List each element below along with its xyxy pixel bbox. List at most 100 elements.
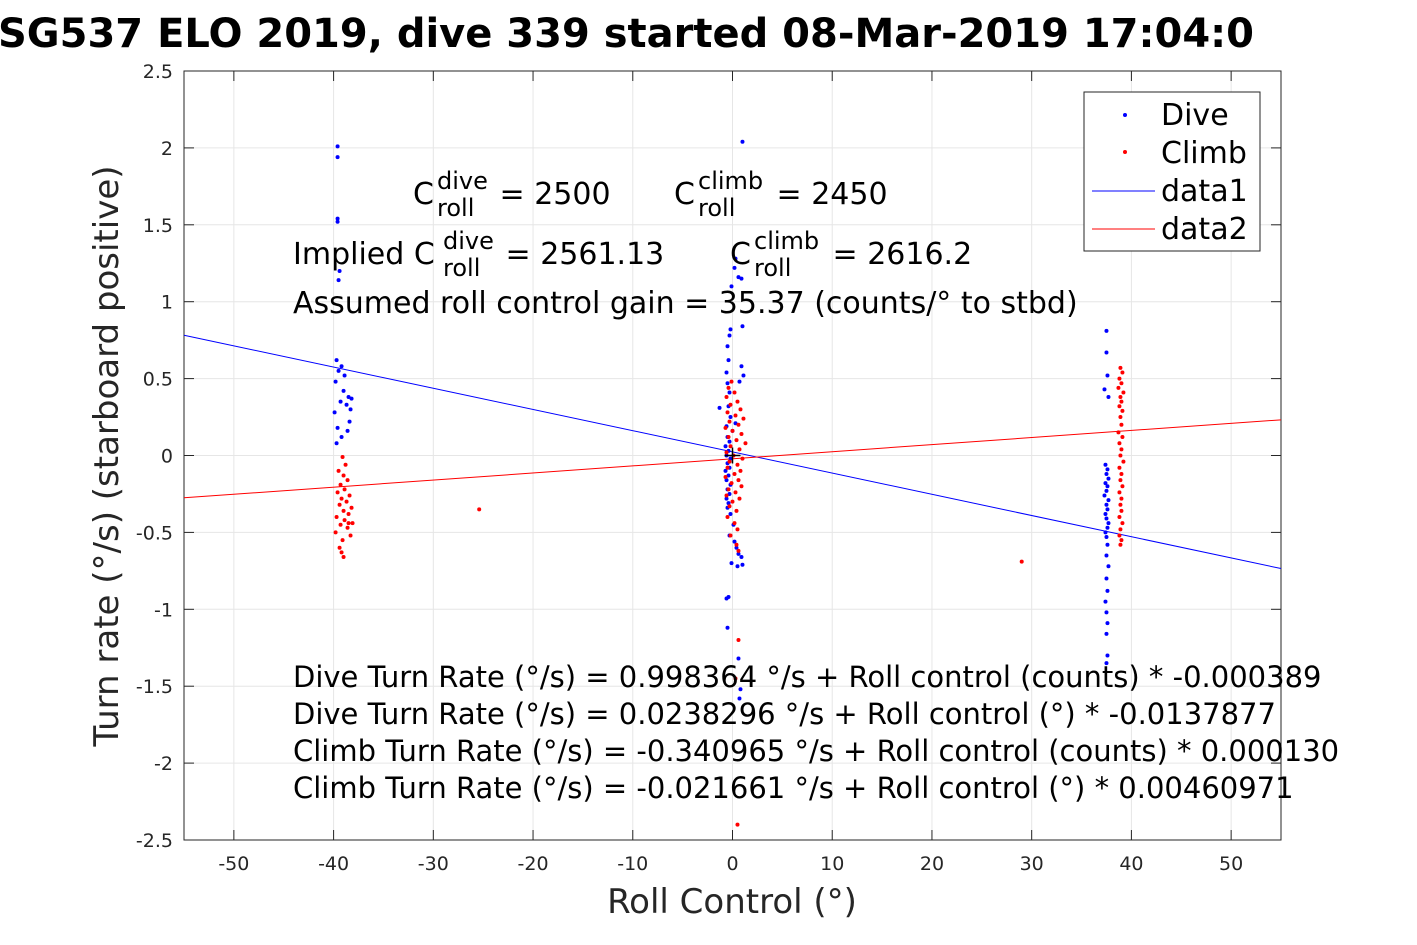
implied-prefix: Implied C	[293, 237, 435, 272]
dive-point	[1105, 588, 1110, 593]
dive-point	[1106, 498, 1111, 503]
dive-point	[1104, 661, 1109, 666]
axis-ticks	[184, 70, 1281, 841]
dive-point	[1104, 631, 1109, 636]
x-tick-label: 0	[726, 853, 738, 875]
dive-point	[726, 594, 731, 599]
y-tick-label: -1	[154, 599, 173, 621]
dive-point	[728, 415, 733, 420]
c-climb-value: = 2450	[767, 177, 888, 212]
dive-point	[739, 364, 744, 369]
dive-point	[334, 358, 339, 363]
climb-point	[342, 518, 347, 523]
climb-point	[338, 522, 343, 527]
climb-point	[339, 496, 344, 501]
climb-point	[1119, 447, 1124, 452]
climb-point	[1118, 478, 1123, 483]
climb-point	[1119, 496, 1124, 501]
dive-point	[734, 545, 739, 550]
climb-point	[726, 435, 731, 440]
climb-point	[740, 456, 745, 461]
y-tick-label: 1	[161, 292, 173, 314]
climb-point	[739, 484, 744, 489]
climb-point	[337, 545, 342, 550]
dive-point	[736, 551, 741, 556]
dive-point	[1105, 484, 1110, 489]
climb-point	[735, 527, 740, 532]
climb-point	[1119, 538, 1124, 543]
fit-line-2: Climb Turn Rate (°/s) = -0.340965 °/s + …	[293, 734, 1339, 768]
dive-point	[339, 364, 344, 369]
dive-point	[1106, 476, 1111, 481]
gain-annotation: Assumed roll control gain = 35.37 (count…	[293, 286, 1078, 321]
x-tick-label: 10	[820, 853, 844, 875]
dive-point	[342, 373, 347, 378]
climb-point	[723, 425, 728, 430]
climb-point	[737, 447, 742, 452]
climb-point	[725, 465, 730, 470]
climb-point	[350, 521, 355, 526]
climb-point	[335, 490, 340, 495]
x-tick-label: -40	[318, 853, 349, 875]
climb-point	[732, 390, 737, 395]
dive-point	[336, 278, 341, 283]
dive-point	[344, 402, 349, 407]
x-tick-label: -10	[617, 853, 648, 875]
dive-point	[1106, 521, 1111, 526]
legend-label-data2: data2	[1161, 212, 1248, 247]
climb-point	[730, 428, 735, 433]
dive-point	[345, 428, 350, 433]
data-points	[332, 139, 1126, 827]
climb-point	[1119, 508, 1124, 513]
dive-point	[1103, 530, 1108, 535]
chart-title: SG537 ELO 2019, dive 339 started 08-Mar-…	[0, 11, 1254, 57]
coefficient-annotations: C dive roll = 2500 C climb roll = 2450 I…	[293, 167, 1339, 805]
climb-point	[727, 459, 732, 464]
c-dive-sup: dive	[437, 167, 488, 195]
x-tick-label: 50	[1219, 853, 1243, 875]
dive-point	[733, 421, 738, 426]
climb-point	[341, 508, 346, 513]
dive-point	[723, 468, 728, 473]
dive-point	[349, 396, 354, 401]
x-tick-label: 20	[920, 853, 944, 875]
climb-point	[1118, 395, 1123, 400]
climb-point	[732, 521, 737, 526]
implied-climb-prefix: C	[730, 237, 751, 272]
implied-climb-sup: climb	[754, 227, 819, 255]
legend-box	[1083, 91, 1261, 252]
y-tick-label: 0	[161, 446, 173, 468]
x-tick-label: 40	[1119, 853, 1143, 875]
climb-point	[724, 395, 729, 400]
dive-point	[737, 379, 742, 384]
dive-point	[1104, 471, 1109, 476]
legend-climb-marker	[1123, 150, 1127, 154]
dive-point	[732, 265, 737, 270]
dive-point	[740, 562, 745, 567]
dive-point	[1105, 621, 1110, 626]
climb-point	[728, 444, 733, 449]
climb-point	[1119, 471, 1124, 476]
dive-point	[1105, 507, 1110, 512]
x-tick-label: -50	[218, 853, 249, 875]
legend: Dive Climb data1 data2	[1083, 91, 1261, 252]
climb-point	[341, 555, 346, 560]
climb-point	[736, 548, 741, 553]
climb-point	[1116, 430, 1121, 435]
climb-point	[736, 638, 741, 643]
dive-point	[335, 155, 340, 160]
dive-point	[1106, 564, 1111, 569]
dive-point	[717, 405, 722, 410]
climb-point	[1117, 441, 1122, 446]
climb-point	[729, 379, 734, 384]
climb-point	[1117, 376, 1122, 381]
climb-point	[1118, 365, 1123, 370]
dive-point	[1102, 387, 1107, 392]
climb-point	[338, 482, 343, 487]
climb-point	[728, 402, 733, 407]
climb-point	[333, 530, 338, 535]
climb-point	[1118, 502, 1123, 507]
climb-point	[1118, 527, 1123, 532]
climb-point	[724, 493, 729, 498]
dive-point	[725, 625, 730, 630]
